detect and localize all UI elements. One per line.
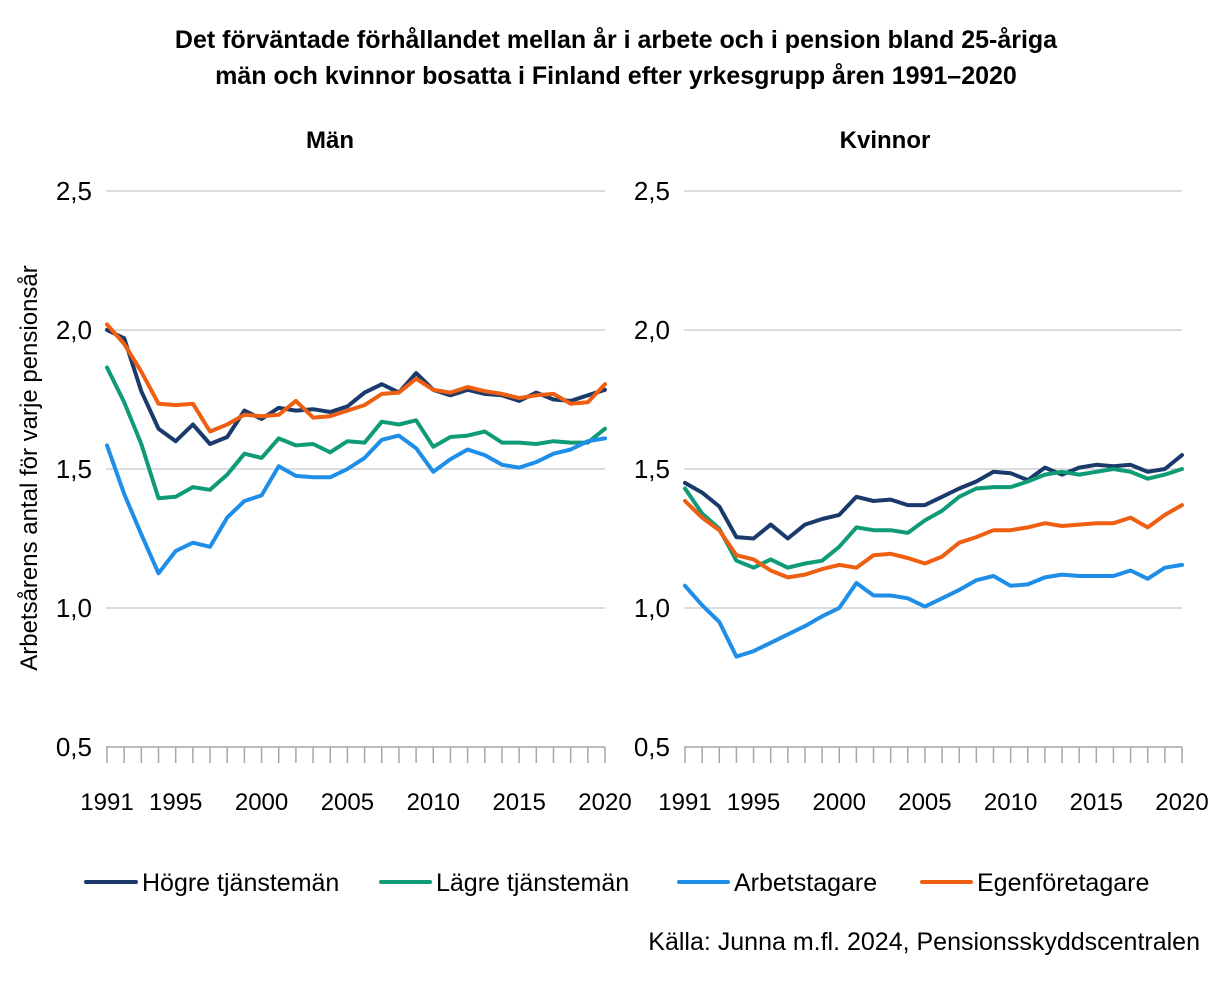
x-tick-label: 2020 — [1155, 789, 1208, 816]
x-tick-label: 2005 — [321, 789, 374, 816]
x-tick-label: 1995 — [149, 789, 202, 816]
series-line-arbetstagare — [105, 433, 607, 576]
panel-title: Kvinnor — [840, 127, 931, 154]
y-tick-label: 2,5 — [634, 176, 670, 206]
x-tick-label: 2005 — [898, 789, 951, 816]
series-line-arbetstagare — [683, 562, 1184, 659]
x-tick-label: 1991 — [80, 789, 133, 816]
source-note: Källa: Junna m.fl. 2024, Pensionsskyddsc… — [648, 928, 1200, 956]
legend-label: Högre tjänstemän — [142, 869, 339, 897]
series-line-lägre-tjänstemän — [105, 365, 607, 501]
x-tick-label: 2000 — [813, 789, 866, 816]
legend-label: Egenföretagare — [977, 869, 1149, 897]
y-axis-label: Arbetsårens antal för varje pensionsår — [16, 265, 43, 671]
x-tick-label: 2015 — [1070, 789, 1123, 816]
panel-men: Män 0,5 1,0 1,5 2,0 2,5 1991 1995 2000 2005 2010 20… — [56, 127, 632, 816]
x-tick-label: 2015 — [492, 789, 545, 816]
y-tick-label: 2,5 — [56, 176, 92, 206]
chart-title-line-2: män och kvinnor bosatta i Finland efter … — [215, 62, 1017, 90]
x-tick-label: 2010 — [407, 789, 460, 816]
x-tick-label: 1995 — [727, 789, 780, 816]
x-tick-label: 2020 — [578, 789, 631, 816]
x-tick-label: 1991 — [658, 789, 711, 816]
legend-label: Lägre tjänstemän — [436, 869, 629, 897]
y-tick-label: 0,5 — [634, 732, 670, 762]
series-line-egenföretagare — [105, 322, 607, 434]
y-tick-label: 1,5 — [56, 454, 92, 484]
y-tick-label: 2,0 — [56, 315, 92, 345]
panel-title: Män — [306, 127, 354, 154]
y-tick-label: 0,5 — [56, 732, 92, 762]
series-line-högre-tjänstemän — [683, 453, 1184, 541]
y-tick-label: 2,0 — [634, 315, 670, 345]
y-tick-label: 1,5 — [634, 454, 670, 484]
chart-title-line-1: Det förväntade förhållandet mellan år i … — [175, 26, 1058, 54]
y-tick-label: 1,0 — [56, 593, 92, 623]
series-line-lägre-tjänstemän — [683, 467, 1184, 570]
series-line-egenföretagare — [683, 499, 1184, 580]
x-tick-label: 2000 — [235, 789, 288, 816]
panel-women: Kvinnor 0,5 1,0 1,5 2,0 2,5 1991 1995 2000 2005 20… — [634, 127, 1209, 816]
x-tick-label: 2010 — [984, 789, 1037, 816]
y-tick-label: 1,0 — [634, 593, 670, 623]
series-line-högre-tjänstemän — [105, 328, 607, 446]
legend-label: Arbetstagare — [734, 869, 877, 897]
legend: Högre tjänstemän Lägre tjänstemän Arbetsta… — [84, 869, 1149, 897]
